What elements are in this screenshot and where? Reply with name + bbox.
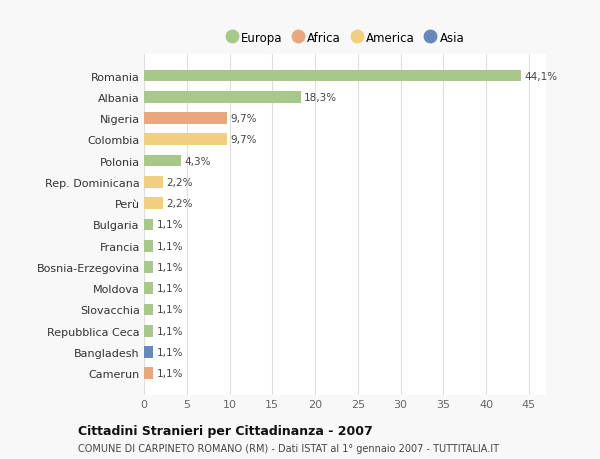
Text: 9,7%: 9,7% — [230, 135, 257, 145]
Text: 4,3%: 4,3% — [184, 156, 211, 166]
Text: 2,2%: 2,2% — [166, 178, 193, 187]
Bar — [144, 283, 154, 294]
Text: 1,1%: 1,1% — [157, 284, 184, 294]
Legend: Europa, Africa, America, Asia: Europa, Africa, America, Asia — [221, 27, 469, 50]
Bar — [144, 368, 154, 379]
Text: 9,7%: 9,7% — [230, 114, 257, 124]
Text: 1,1%: 1,1% — [157, 305, 184, 315]
Text: 1,1%: 1,1% — [157, 220, 184, 230]
Bar — [144, 177, 163, 188]
Text: 1,1%: 1,1% — [157, 241, 184, 251]
Bar — [144, 198, 163, 209]
Bar — [144, 113, 227, 125]
Bar — [144, 325, 154, 337]
Bar — [144, 92, 301, 103]
Text: 44,1%: 44,1% — [524, 71, 558, 81]
Text: 1,1%: 1,1% — [157, 326, 184, 336]
Bar — [144, 219, 154, 231]
Bar — [144, 241, 154, 252]
Bar — [144, 347, 154, 358]
Bar — [144, 71, 521, 82]
Text: 18,3%: 18,3% — [304, 93, 337, 102]
Text: 2,2%: 2,2% — [166, 199, 193, 209]
Bar — [144, 134, 227, 146]
Bar — [144, 262, 154, 273]
Text: 1,1%: 1,1% — [157, 263, 184, 272]
Bar — [144, 304, 154, 316]
Text: Cittadini Stranieri per Cittadinanza - 2007: Cittadini Stranieri per Cittadinanza - 2… — [78, 424, 373, 437]
Bar — [144, 156, 181, 167]
Text: 1,1%: 1,1% — [157, 347, 184, 357]
Text: 1,1%: 1,1% — [157, 369, 184, 379]
Text: COMUNE DI CARPINETO ROMANO (RM) - Dati ISTAT al 1° gennaio 2007 - TUTTITALIA.IT: COMUNE DI CARPINETO ROMANO (RM) - Dati I… — [78, 443, 499, 453]
